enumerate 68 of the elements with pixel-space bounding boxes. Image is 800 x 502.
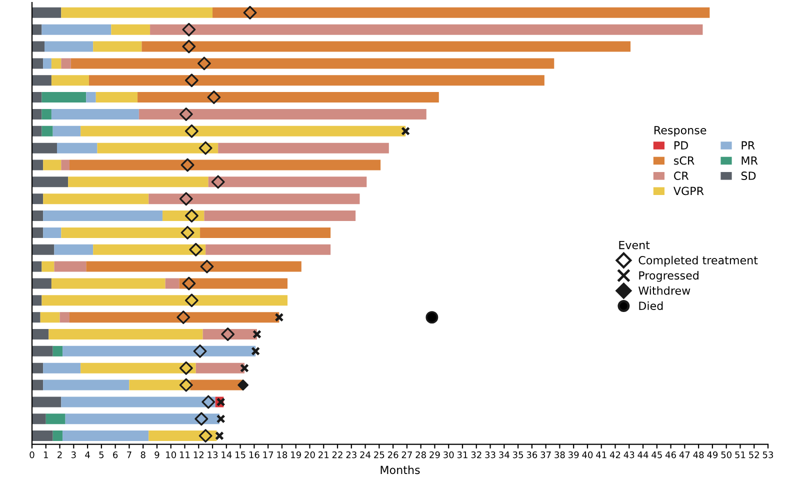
x-tick-label: 2 [58, 451, 62, 458]
legend-label: Died [639, 301, 663, 310]
x-tick-label: 11 [180, 451, 190, 458]
legend-label: Progressed [639, 271, 698, 282]
x-tick-label: 32 [471, 451, 482, 458]
x-tick-label: 21 [318, 451, 329, 458]
x-tick-label: 27 [402, 451, 412, 458]
x-axis-title: Months [380, 466, 420, 474]
x-tick-label: 36 [526, 451, 538, 458]
x-tick-label: 5 [99, 451, 104, 458]
legend-label: PR [742, 141, 755, 150]
x-tick-label: 6 [113, 451, 118, 458]
x-tick-label: 12 [194, 451, 204, 458]
x-tick-label: 8 [140, 451, 146, 458]
x-tick-label: 49 [707, 451, 718, 458]
x-tick-label: 45 [652, 451, 662, 458]
x-tick-label: 13 [208, 451, 218, 458]
x-tick-label: 33 [485, 451, 496, 458]
legend-label: MR [742, 156, 758, 165]
text: Event [619, 240, 650, 250]
x-tick-label: 48 [693, 451, 704, 458]
x-tick-label: 39 [568, 451, 579, 458]
x-tick-label: 15 [236, 451, 246, 458]
legend-label: Completed treatment [638, 256, 758, 267]
x-tick-label: 53 [762, 451, 774, 458]
legend-label: PD [674, 141, 688, 150]
x-tick-label: 24 [360, 451, 371, 458]
x-tick-label: 34 [499, 451, 510, 458]
x-tick-label: 31 [457, 451, 468, 458]
x-tick-label: 28 [416, 451, 426, 458]
legend-label: sCR [674, 156, 694, 165]
x-tick-label: 37 [540, 451, 551, 458]
x-tick-label: 7 [127, 451, 132, 458]
x-tick-label: 18 [277, 451, 288, 458]
text: Response [654, 126, 706, 137]
legend-label: SD [741, 172, 756, 180]
x-tick-label: 40 [582, 451, 593, 458]
x-tick-label: 22 [332, 451, 342, 458]
x-tick-label: 52 [749, 451, 759, 458]
x-tick-label: 51 [735, 451, 746, 458]
x-tick-label: 35 [512, 451, 523, 458]
x-tick-label: 29 [430, 451, 440, 458]
x-tick-label: 0 [30, 451, 34, 458]
x-tick-label: 1 [44, 451, 48, 458]
x-tick-label: 42 [610, 451, 620, 458]
x-tick-label: 20 [304, 451, 315, 458]
x-tick-label: 10 [166, 451, 176, 458]
x-tick-label: 44 [638, 451, 648, 458]
x-tick-label: 23 [346, 451, 356, 458]
legend-label: CR [674, 172, 689, 180]
legend-label: Withdrew [638, 286, 690, 295]
x-tick-label: 47 [679, 451, 690, 458]
x-tick-label: 26 [388, 451, 398, 458]
x-tick-label: 43 [624, 451, 634, 458]
x-tick-label: 46 [665, 451, 676, 458]
x-tick-label: 25 [374, 451, 384, 458]
x-tick-label: 19 [291, 451, 301, 458]
x-tick-label: 50 [721, 451, 732, 458]
x-tick-label: 38 [554, 451, 565, 458]
x-tick-label: 41 [596, 451, 606, 458]
legend-label: VGPR [673, 186, 704, 196]
x-tick-label: 16 [249, 451, 260, 458]
x-tick-label: 4 [85, 451, 90, 458]
x-tick-label: 14 [222, 451, 232, 458]
x-tick-label: 9 [154, 451, 160, 458]
x-tick-label: 17 [263, 451, 274, 458]
x-tick-label: 30 [444, 451, 454, 458]
x-tick-label: 3 [71, 451, 76, 458]
